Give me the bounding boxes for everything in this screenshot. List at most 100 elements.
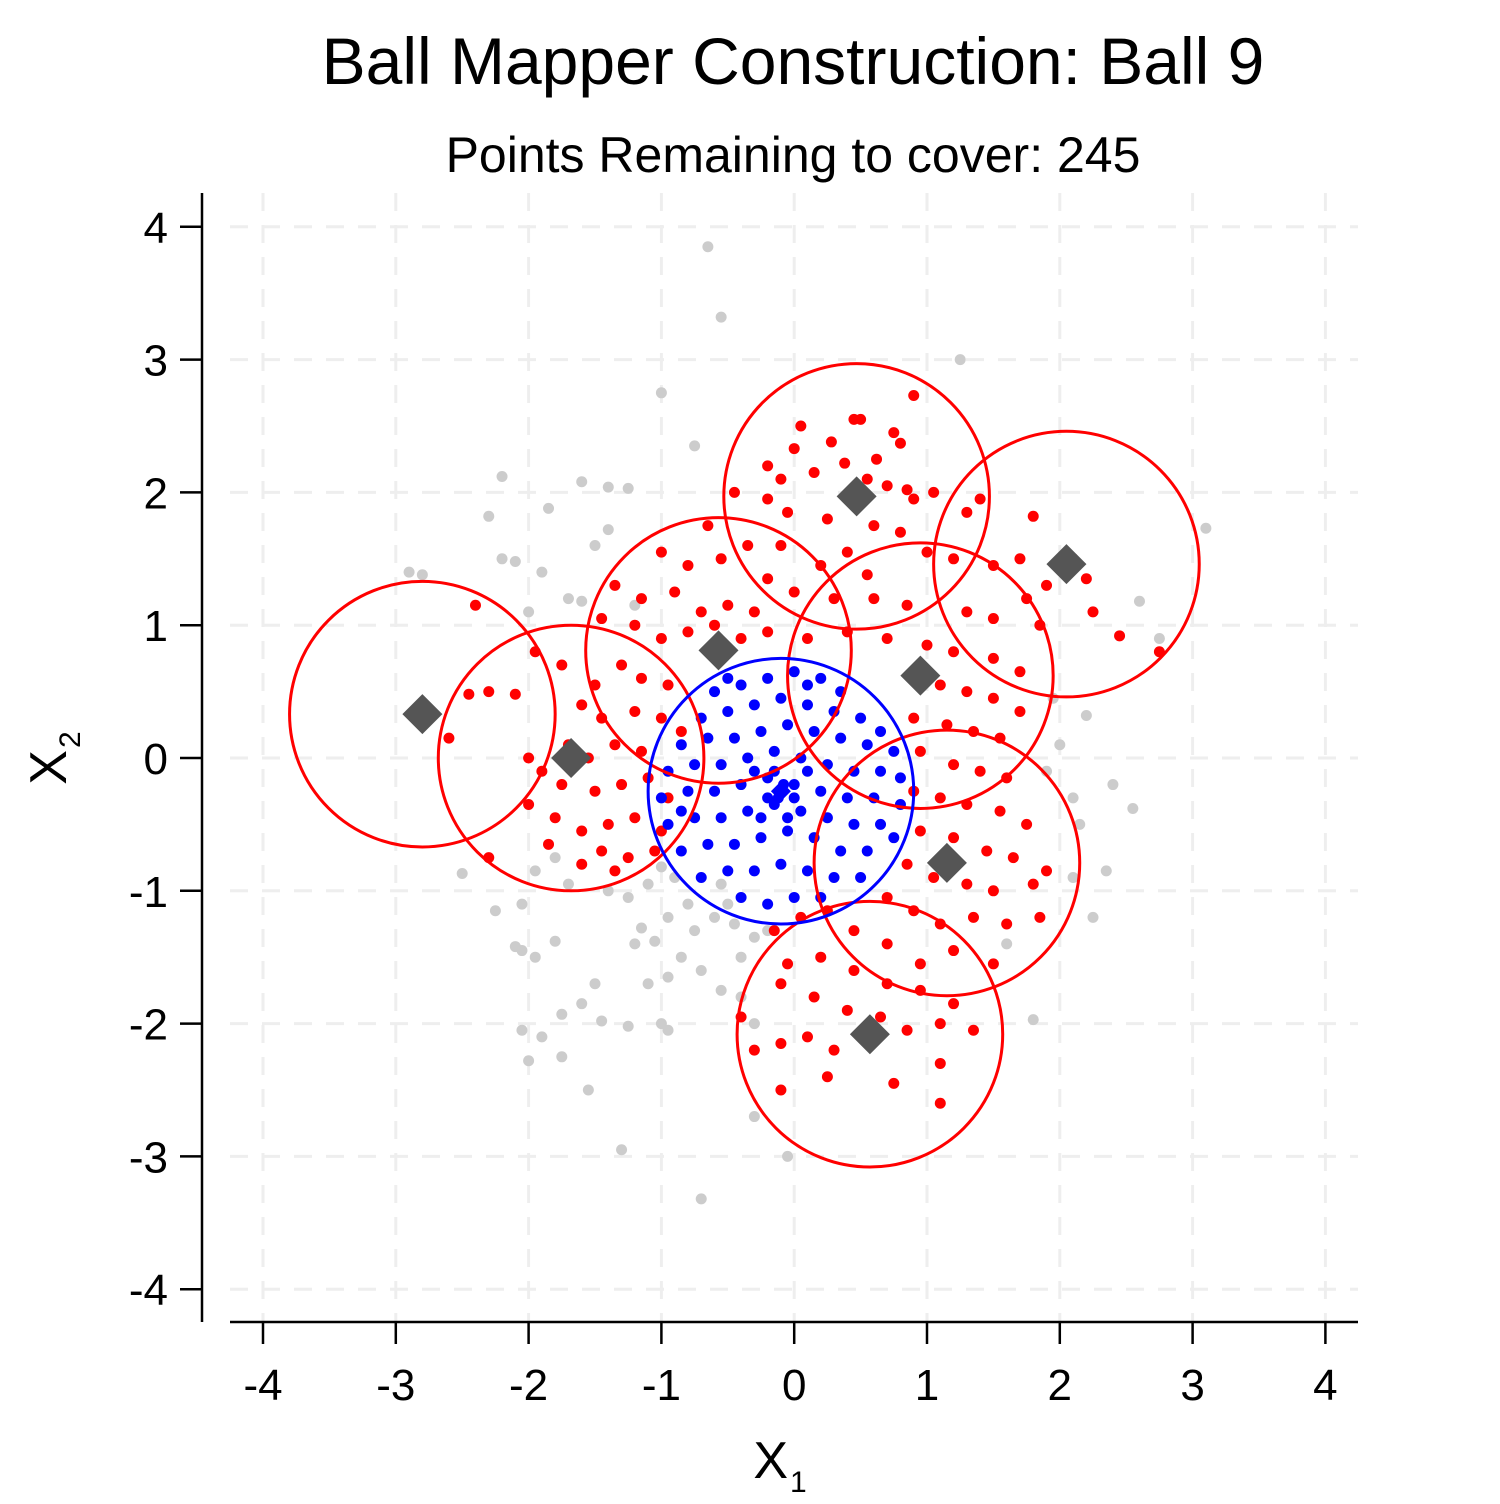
covered-point-118 xyxy=(1014,706,1026,718)
y-tick-label-5: 1 xyxy=(144,602,168,651)
covered-point-116 xyxy=(961,686,973,698)
uncovered-point-71 xyxy=(536,1031,548,1043)
covered-point-50 xyxy=(1041,579,1053,591)
uncovered-point-22 xyxy=(1200,522,1212,534)
covered-point-70 xyxy=(881,632,893,644)
uncovered-point-3 xyxy=(689,440,701,452)
covered-point-35 xyxy=(682,559,694,571)
covered-point-140 xyxy=(1027,878,1039,890)
covered-point-175 xyxy=(888,1077,900,1089)
covered-point-23 xyxy=(821,513,833,525)
covered-point-157 xyxy=(815,951,827,963)
current-ball-point-46 xyxy=(742,805,754,817)
current-ball-point-32 xyxy=(894,772,906,784)
uncovered-point-87 xyxy=(728,918,740,930)
current-ball-point-39 xyxy=(815,785,827,797)
x-axis-label-main: X xyxy=(753,1432,788,1490)
x-axis-label: X1 xyxy=(753,1432,806,1499)
y-tick-label-7: 3 xyxy=(144,337,168,386)
covered-point-130 xyxy=(994,805,1006,817)
covered-point-119 xyxy=(908,712,920,724)
previous-ball-2 xyxy=(584,516,853,785)
current-ball-point-65 xyxy=(801,865,813,877)
uncovered-point-72 xyxy=(523,1055,535,1067)
uncovered-point-44 xyxy=(602,885,614,897)
y-axis-label-group: X2 xyxy=(20,731,87,784)
covered-point-166 xyxy=(901,1024,913,1036)
uncovered-point-54 xyxy=(689,925,701,937)
covered-point-76 xyxy=(463,688,475,700)
x-tick-label-1: -3 xyxy=(376,1361,415,1410)
covered-point-48 xyxy=(1114,630,1126,642)
ball-centers xyxy=(402,476,1087,1055)
uncovered-point-23 xyxy=(1133,595,1145,607)
uncovered-point-49 xyxy=(662,911,674,923)
covered-point-148 xyxy=(987,958,999,970)
ball-center-marker-1 xyxy=(551,738,592,778)
covered-point-71 xyxy=(921,639,933,651)
covered-point-161 xyxy=(948,998,960,1010)
current-ball-point-34 xyxy=(682,785,694,797)
uncovered-points xyxy=(403,241,1212,1205)
uncovered-point-69 xyxy=(549,935,561,947)
covered-point-24 xyxy=(868,520,880,532)
covered-point-149 xyxy=(948,945,960,957)
current-ball-circle xyxy=(646,656,916,926)
covered-point-171 xyxy=(801,1031,813,1043)
current-ball-point-19 xyxy=(808,725,820,737)
uncovered-point-27 xyxy=(1054,739,1066,751)
covered-point-138 xyxy=(961,878,973,890)
uncovered-point-8 xyxy=(602,481,614,493)
uncovered-point-4 xyxy=(954,354,966,366)
x-tick-label-6: 2 xyxy=(1048,1361,1072,1410)
previous-ball-0 xyxy=(288,579,557,849)
ball-center-marker-3 xyxy=(836,476,877,517)
uncovered-point-52 xyxy=(649,935,661,947)
covered-point-19 xyxy=(961,506,973,518)
covered-point-17 xyxy=(928,486,940,498)
uncovered-point-47 xyxy=(655,861,667,873)
covered-point-53 xyxy=(987,613,999,625)
current-ball-point-55 xyxy=(728,838,740,850)
x-tick-label-7: 3 xyxy=(1180,1361,1204,1410)
covered-point-137 xyxy=(928,872,940,884)
covered-point-168 xyxy=(967,1024,979,1036)
current-ball-point-61 xyxy=(695,872,707,884)
y-tick-label-3: -1 xyxy=(129,868,168,917)
current-ball-point-18 xyxy=(782,719,794,731)
current-ball-point-57 xyxy=(782,825,794,837)
current-ball-point-8 xyxy=(748,699,760,711)
current-ball-point-25 xyxy=(715,759,727,771)
covered-point-75 xyxy=(469,599,481,611)
covered-point-111 xyxy=(649,845,661,857)
current-ball-point-63 xyxy=(748,865,760,877)
uncovered-point-41 xyxy=(529,865,541,877)
current-ball-point-68 xyxy=(735,891,747,903)
current-ball-point-82 xyxy=(722,672,734,684)
current-ball-point-17 xyxy=(755,725,767,737)
covered-point-36 xyxy=(715,553,727,565)
x-tick-label-0: -4 xyxy=(243,1361,282,1410)
current-ball-point-9 xyxy=(775,692,787,704)
covered-point-27 xyxy=(742,540,754,552)
uncovered-point-65 xyxy=(576,998,588,1010)
covered-point-143 xyxy=(1001,918,1013,930)
uncovered-point-56 xyxy=(722,898,734,910)
current-ball-point-67 xyxy=(855,872,867,884)
current-ball-point-0 xyxy=(709,686,721,698)
current-ball-point-69 xyxy=(762,898,774,910)
current-ball-point-26 xyxy=(742,752,754,764)
current-ball-point-62 xyxy=(722,865,734,877)
uncovered-point-83 xyxy=(782,1150,794,1162)
covered-point-11 xyxy=(808,466,820,478)
covered-point-39 xyxy=(828,593,840,605)
covered-point-131 xyxy=(1021,818,1033,830)
covered-point-46 xyxy=(1080,573,1092,585)
ball-center-marker-2 xyxy=(698,630,739,671)
x-tick-label-8: 4 xyxy=(1313,1361,1337,1410)
uncovered-point-74 xyxy=(596,1015,608,1027)
uncovered-point-30 xyxy=(1107,779,1119,791)
covered-point-110 xyxy=(622,852,634,864)
chart-title: Ball Mapper Construction: Ball 9 xyxy=(322,24,1265,98)
